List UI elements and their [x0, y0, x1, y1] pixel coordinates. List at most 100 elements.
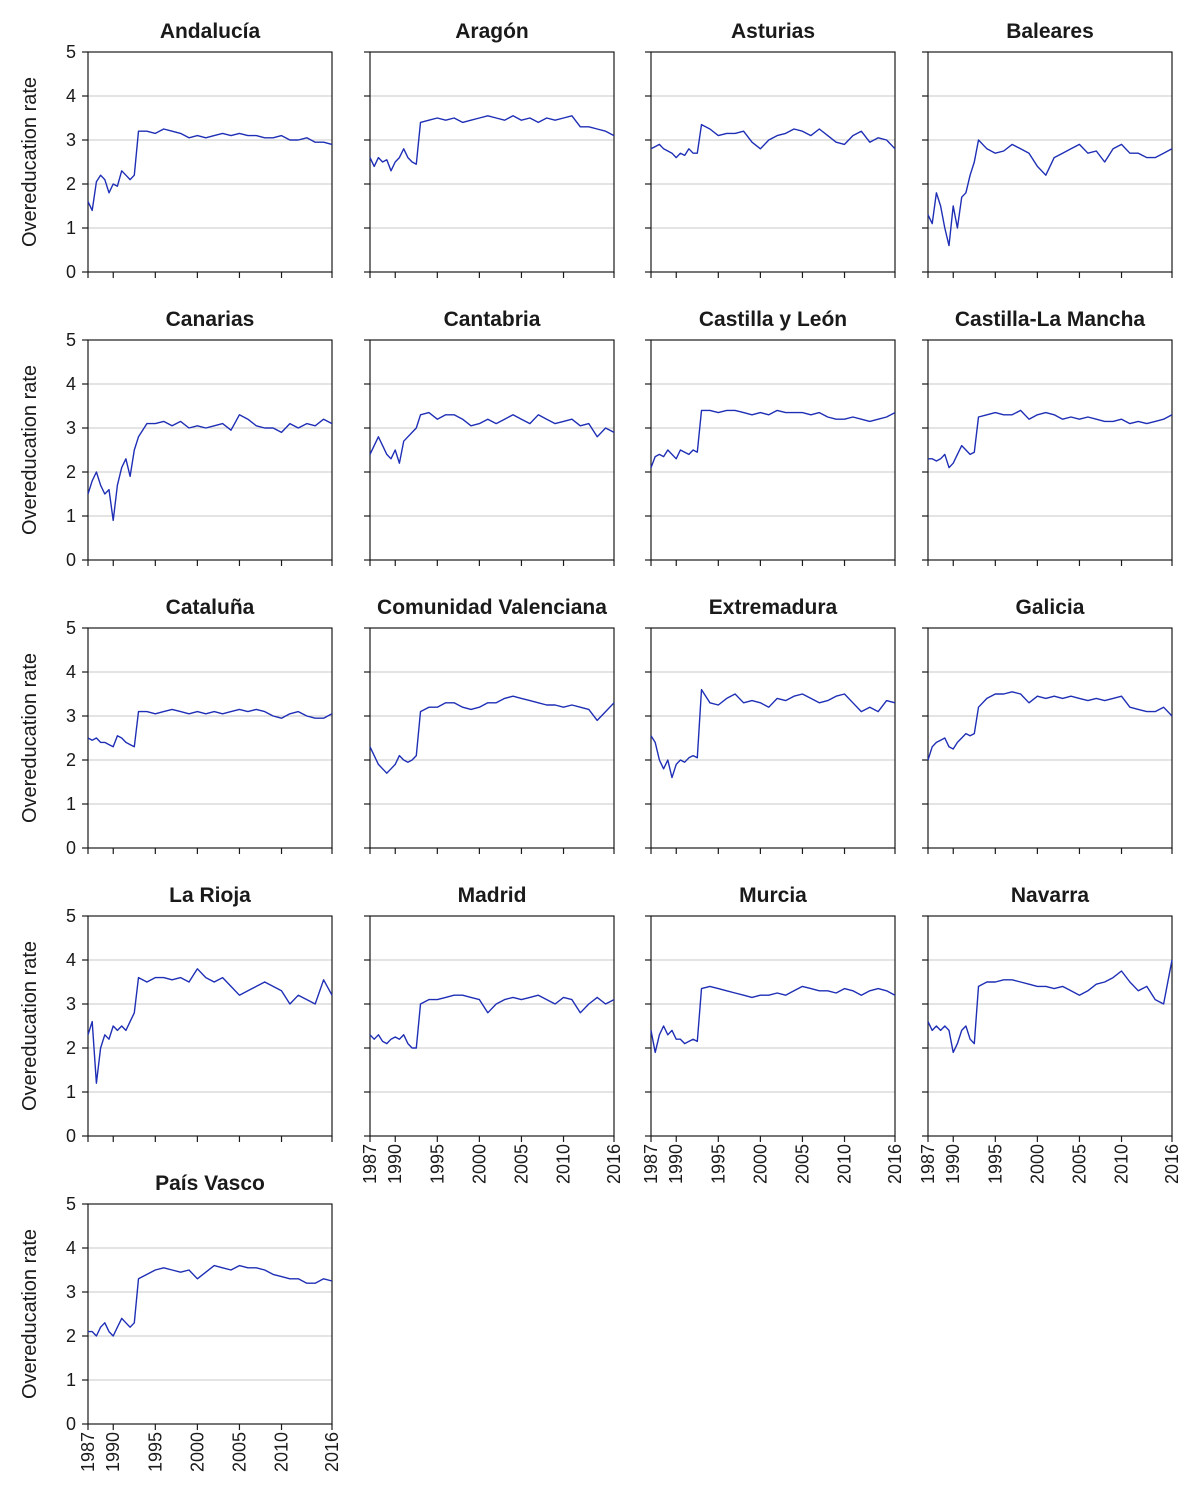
plot-frame [87, 915, 333, 1137]
y-tick-label: 2 [66, 462, 76, 482]
x-tick-label: 2010 [1112, 1144, 1132, 1184]
series-line [650, 409, 896, 468]
x-tick-label: 2016 [322, 1432, 342, 1472]
series-line [87, 708, 333, 748]
panel-title: Murcia [739, 884, 807, 907]
series-line [927, 139, 1173, 247]
y-tick-label: 2 [66, 174, 76, 194]
series-line [928, 409, 1173, 469]
panel-2: Asturias [645, 20, 896, 278]
panel-title: Baleares [1006, 20, 1094, 43]
panel-8: Cataluña 0 1 2 3 4 5 Overeducation rate [19, 596, 333, 858]
x-tick-label: 1987 [360, 1144, 380, 1184]
x-tick-label: 2005 [511, 1144, 531, 1184]
panel-title: Cataluña [166, 596, 255, 619]
y-tick-label: 2 [66, 750, 76, 770]
panel-title: Aragón [455, 20, 529, 43]
y-tick-label: 5 [66, 330, 76, 350]
x-tick-label: 2000 [469, 1144, 489, 1184]
panels-layer: Andalucía 0 1 2 3 4 5 Overeducation rate Aragón A… [19, 20, 1182, 1472]
y-tick-label: 5 [66, 618, 76, 638]
panel-12: La Rioja 0 1 2 3 4 5 Overeducation rate [19, 884, 333, 1146]
y-tick-label: 0 [66, 262, 76, 282]
y-tick-label: 4 [66, 1238, 76, 1258]
plot-frame [927, 51, 1173, 273]
y-tick-label: 0 [66, 550, 76, 570]
series-line [369, 115, 615, 172]
x-tick-label: 2010 [835, 1144, 855, 1184]
series-line [88, 1264, 333, 1337]
y-tick-label: 1 [66, 1370, 76, 1390]
x-tick-label: 1987 [641, 1144, 661, 1184]
series-line [650, 123, 896, 159]
plot-frame [87, 51, 333, 273]
x-tick-label: 2000 [1027, 1144, 1047, 1184]
series-line [369, 994, 615, 1049]
x-tick-label: 2016 [885, 1144, 905, 1184]
y-tick-label: 4 [66, 950, 76, 970]
panel-9: Comunidad Valenciana [364, 596, 615, 854]
panel-title: La Rioja [169, 884, 251, 907]
y-tick-label: 1 [66, 794, 76, 814]
y-axis-title: Overeducation rate [19, 77, 41, 247]
series-line [87, 968, 333, 1084]
y-tick-label: 5 [66, 906, 76, 926]
x-tick-label: 1995 [985, 1144, 1005, 1184]
y-axis-title: Overeducation rate [19, 941, 41, 1111]
x-tick-label: 1995 [145, 1432, 165, 1472]
plot-frame [650, 339, 896, 561]
y-tick-label: 1 [66, 1082, 76, 1102]
series-line [650, 985, 896, 1054]
y-tick-label: 1 [66, 506, 76, 526]
panel-title: Castilla-La Mancha [955, 308, 1146, 331]
y-tick-label: 5 [66, 42, 76, 62]
panel-title: Comunidad Valenciana [377, 596, 607, 619]
panel-title: Asturias [731, 20, 815, 43]
y-tick-label: 2 [66, 1326, 76, 1346]
x-tick-label: 2005 [1069, 1144, 1089, 1184]
x-tick-label: 1987 [918, 1144, 938, 1184]
x-tick-label: 1990 [943, 1144, 963, 1184]
y-tick-label: 2 [66, 1038, 76, 1058]
plot-frame [927, 915, 1173, 1137]
y-tick-label: 3 [66, 994, 76, 1014]
panel-title: Madrid [458, 884, 527, 907]
x-tick-label: 1990 [103, 1432, 123, 1472]
panel-title: Cantabria [444, 308, 541, 331]
x-tick-label: 1990 [385, 1144, 405, 1184]
x-tick-label: 2005 [792, 1144, 812, 1184]
x-tick-label: 2016 [1162, 1144, 1182, 1184]
panel-title: País Vasco [155, 1172, 265, 1195]
panel-title: Andalucía [160, 20, 261, 43]
x-tick-label: 1995 [708, 1144, 728, 1184]
panel-title: Navarra [1011, 884, 1090, 907]
y-tick-label: 5 [66, 1194, 76, 1214]
panel-title: Extremadura [709, 596, 838, 619]
plot-frame [87, 339, 333, 561]
x-tick-label: 1987 [78, 1432, 98, 1472]
x-tick-label: 1995 [427, 1144, 447, 1184]
y-tick-label: 3 [66, 418, 76, 438]
panel-1: Aragón [364, 20, 615, 278]
plot-frame [369, 915, 615, 1137]
panel-10: Extremadura [645, 596, 896, 854]
y-tick-label: 3 [66, 706, 76, 726]
plot-frame [369, 339, 615, 561]
x-tick-label: 1990 [666, 1144, 686, 1184]
panel-6: Castilla y León [645, 308, 896, 566]
y-tick-label: 0 [66, 838, 76, 858]
y-tick-label: 4 [66, 86, 76, 106]
panel-title: Canarias [166, 308, 255, 331]
plot-frame [87, 627, 333, 849]
series-line [927, 691, 1173, 761]
panel-4: Canarias 0 1 2 3 4 5 Overeducation rate [19, 308, 333, 570]
panel-11: Galicia [922, 596, 1173, 854]
y-tick-label: 3 [66, 130, 76, 150]
y-tick-label: 4 [66, 662, 76, 682]
y-tick-label: 1 [66, 218, 76, 238]
panel-3: Baleares [922, 20, 1173, 278]
series-line [927, 959, 1173, 1054]
series-line [369, 411, 615, 464]
